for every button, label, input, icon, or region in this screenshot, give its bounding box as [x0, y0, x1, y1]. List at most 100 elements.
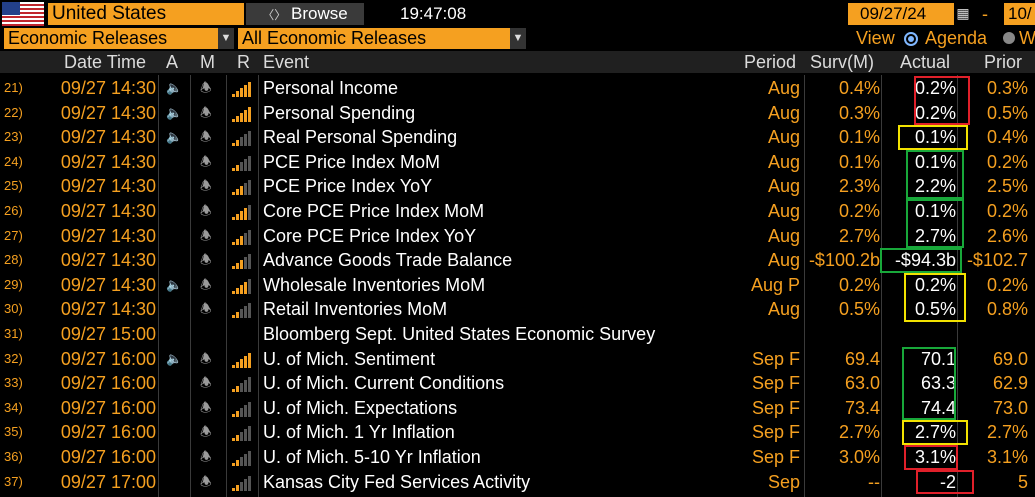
table-row[interactable]: 33) 09/27 16:00 🕭 U. of Mich. Current Condi…	[0, 371, 1035, 395]
relevance-bars-icon	[232, 81, 252, 97]
col-actual[interactable]: Actual	[900, 52, 951, 72]
date-range-dash: -	[982, 4, 988, 24]
bell-icon[interactable]: 🕭	[200, 301, 212, 316]
bell-icon[interactable]: 🕭	[200, 178, 212, 193]
calendar-icon[interactable]: ▦	[956, 5, 970, 21]
country-field[interactable]: United States	[48, 3, 244, 25]
bell-icon[interactable]: 🕭	[200, 449, 212, 464]
bell-icon[interactable]: 🕭	[200, 252, 212, 267]
row-survey: 0.1%	[838, 127, 880, 147]
row-number[interactable]: 36)	[4, 449, 23, 464]
bell-icon[interactable]: 🕭	[200, 228, 212, 243]
row-period: Aug	[767, 176, 800, 196]
col-alert[interactable]: A	[166, 52, 179, 72]
bell-icon[interactable]: 🕭	[200, 105, 212, 120]
table-row[interactable]: 31) 09/27 15:00 Bloomberg Sept. United Sta…	[0, 322, 1035, 346]
col-survey[interactable]: Surv(M)	[810, 52, 874, 72]
row-event[interactable]: PCE Price Index YoY	[263, 176, 433, 196]
week-radio[interactable]	[1003, 32, 1015, 44]
column-divider	[258, 75, 259, 497]
row-number[interactable]: 22)	[4, 105, 23, 120]
row-event[interactable]: Retail Inventories MoM	[263, 299, 448, 319]
speaker-icon[interactable]: 🔈	[166, 277, 183, 292]
row-event[interactable]: U. of Mich. Sentiment	[263, 349, 436, 369]
bell-icon[interactable]: 🕭	[200, 400, 212, 415]
table-row[interactable]: 26) 09/27 14:30 🕭 Core PCE Price Index MoM A…	[0, 199, 1035, 223]
row-period: Aug	[767, 250, 800, 270]
row-event[interactable]: Real Personal Spending	[263, 127, 458, 147]
row-number[interactable]: 26)	[4, 203, 23, 218]
bell-icon[interactable]: 🕭	[200, 474, 212, 489]
row-number[interactable]: 23)	[4, 129, 23, 144]
row-number[interactable]: 30)	[4, 301, 23, 316]
row-event[interactable]: Personal Spending	[263, 103, 416, 123]
row-number[interactable]: 34)	[4, 400, 23, 415]
row-number[interactable]: 28)	[4, 252, 23, 267]
row-event[interactable]: U. of Mich. Current Conditions	[263, 373, 505, 393]
table-row[interactable]: 22) 09/27 14:30 🔈 🕭 Personal Spending Aug 0.3%…	[0, 101, 1035, 125]
row-event[interactable]: Advance Goods Trade Balance	[263, 250, 513, 270]
speaker-icon[interactable]: 🔈	[166, 105, 183, 120]
row-event[interactable]: Personal Income	[263, 78, 399, 98]
row-event[interactable]: Core PCE Price Index YoY	[263, 226, 477, 246]
week-label[interactable]: W	[1019, 28, 1035, 48]
table-row[interactable]: 27) 09/27 14:30 🕭 Core PCE Price Index YoY A…	[0, 224, 1035, 248]
row-number[interactable]: 32)	[4, 351, 23, 366]
table-row[interactable]: 37) 09/27 17:00 🕭 Kansas City Fed Services …	[0, 470, 1035, 494]
chevron-down-icon[interactable]: ▼	[510, 28, 526, 49]
col-relevance[interactable]: R	[237, 52, 250, 72]
row-number[interactable]: 29)	[4, 277, 23, 292]
subcategory-dropdown[interactable]: All Economic Releases ▼	[238, 28, 526, 49]
row-event[interactable]: U. of Mich. 1 Yr Inflation	[263, 422, 455, 442]
row-event[interactable]: PCE Price Index MoM	[263, 152, 441, 172]
speaker-icon[interactable]: 🔈	[166, 351, 183, 366]
browse-button[interactable]: 〈〉 Browse	[246, 3, 364, 25]
bell-icon[interactable]: 🕭	[200, 277, 212, 292]
row-number[interactable]: 35)	[4, 424, 23, 439]
agenda-label[interactable]: Agenda	[925, 28, 988, 48]
speaker-icon[interactable]: 🔈	[166, 80, 183, 95]
col-monitor[interactable]: M	[200, 52, 215, 72]
bell-icon[interactable]: 🕭	[200, 129, 212, 144]
row-event[interactable]: Wholesale Inventories MoM	[263, 275, 486, 295]
table-row[interactable]: 36) 09/27 16:00 🕭 U. of Mich. 5-10 Yr Infla…	[0, 445, 1035, 469]
table-row[interactable]: 28) 09/27 14:30 🕭 Advance Goods Trade Balan…	[0, 248, 1035, 272]
row-number[interactable]: 37)	[4, 474, 23, 489]
row-event[interactable]: Bloomberg Sept. United States Economic S…	[263, 324, 656, 344]
agenda-radio[interactable]	[904, 32, 918, 46]
row-event[interactable]: Kansas City Fed Services Activity	[263, 472, 531, 492]
chevron-down-icon[interactable]: ▼	[218, 28, 234, 49]
table-row[interactable]: 21) 09/27 14:30 🔈 🕭 Personal Income Aug 0.4% 0.…	[0, 76, 1035, 100]
category-dropdown[interactable]: Economic Releases ▼	[4, 28, 234, 49]
row-event[interactable]: U. of Mich. 5-10 Yr Inflation	[263, 447, 481, 467]
row-number[interactable]: 27)	[4, 228, 23, 243]
bell-icon[interactable]: 🕭	[200, 203, 212, 218]
end-date-field[interactable]: 10/	[1004, 3, 1035, 25]
speaker-icon[interactable]: 🔈	[166, 129, 183, 144]
bell-icon[interactable]: 🕭	[200, 351, 212, 366]
row-event[interactable]: Core PCE Price Index MoM	[263, 201, 485, 221]
bell-icon[interactable]: 🕭	[200, 424, 212, 439]
table-row[interactable]: 32) 09/27 16:00 🔈 🕭 U. of Mich. Sentiment Sep…	[0, 347, 1035, 371]
row-number[interactable]: 21)	[4, 80, 23, 95]
table-row[interactable]: 30) 09/27 14:30 🕭 Retail Inventories MoM Aug…	[0, 297, 1035, 321]
bell-icon[interactable]: 🕭	[200, 80, 212, 95]
table-row[interactable]: 29) 09/27 14:30 🔈 🕭 Wholesale Inventories Mo…	[0, 273, 1035, 297]
row-number[interactable]: 33)	[4, 375, 23, 390]
col-event[interactable]: Event	[263, 52, 310, 72]
col-prior[interactable]: Prior	[984, 52, 1023, 72]
row-number[interactable]: 25)	[4, 178, 23, 193]
bell-icon[interactable]: 🕭	[200, 154, 212, 169]
table-row[interactable]: 23) 09/27 14:30 🔈 🕭 Real Personal Spending Au…	[0, 125, 1035, 149]
table-row[interactable]: 25) 09/27 14:30 🕭 PCE Price Index YoY Aug 2.3…	[0, 174, 1035, 198]
row-event[interactable]: U. of Mich. Expectations	[263, 398, 458, 418]
row-number[interactable]: 31)	[4, 326, 23, 341]
col-date-time[interactable]: Date Time	[64, 52, 147, 72]
row-number[interactable]: 24)	[4, 154, 23, 169]
table-row[interactable]: 24) 09/27 14:30 🕭 PCE Price Index MoM Aug 0.1…	[0, 150, 1035, 174]
table-row[interactable]: 34) 09/27 16:00 🕭 U. of Mich. Expectations S…	[0, 396, 1035, 420]
bell-icon[interactable]: 🕭	[200, 375, 212, 390]
table-row[interactable]: 35) 09/27 16:00 🕭 U. of Mich. 1 Yr Inflatio…	[0, 420, 1035, 444]
col-period[interactable]: Period	[744, 52, 797, 72]
start-date-field[interactable]: 09/27/24	[848, 3, 954, 25]
